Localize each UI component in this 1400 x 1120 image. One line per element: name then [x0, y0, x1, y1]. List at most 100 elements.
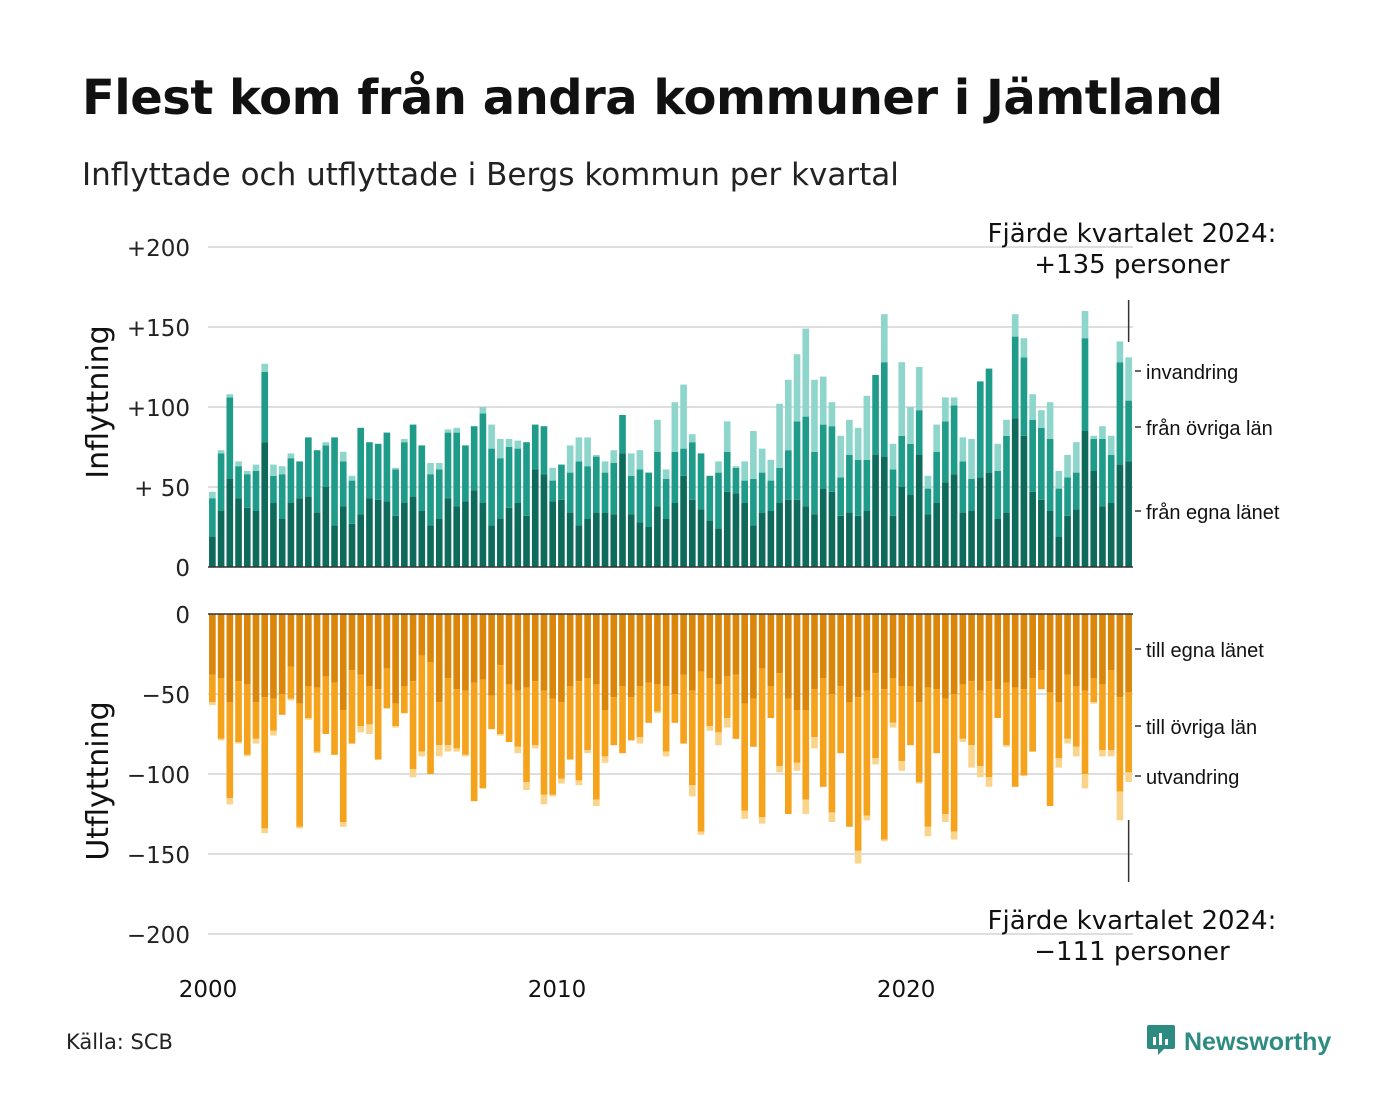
bar-segment: [392, 703, 399, 726]
bar-segment: [689, 785, 696, 797]
bar-segment: [811, 614, 818, 690]
bar-segment: [994, 471, 1002, 519]
bar-segment: [453, 427, 461, 433]
bar-segment: [889, 722, 897, 728]
bar-segment: [348, 614, 356, 670]
bar-segment: [767, 459, 775, 481]
bar-segment: [741, 503, 748, 567]
bar-segment: [531, 424, 539, 470]
bar-segment: [854, 459, 862, 516]
bar-segment: [374, 689, 382, 760]
bar-segment: [575, 780, 583, 786]
bar-segment: [584, 750, 591, 754]
bar-segment: [479, 679, 487, 789]
bar-segment: [217, 614, 225, 678]
newsworthy-logo-icon: [1146, 1023, 1176, 1061]
legend-label: invandring: [1146, 362, 1238, 384]
bar-segment: [435, 702, 443, 746]
bar-segment: [435, 469, 443, 519]
bar-segment: [654, 711, 661, 714]
bar-segment: [654, 684, 661, 712]
bar-segment: [453, 506, 461, 567]
y-tick-label: −100: [127, 763, 190, 789]
legend-label: utvandring: [1146, 767, 1239, 789]
bar-segment: [741, 810, 748, 819]
bar-segment: [348, 523, 356, 567]
bar-segment: [427, 662, 434, 774]
bar-segment: [1046, 692, 1054, 806]
bar-segment: [1055, 536, 1063, 567]
bar-segment: [593, 512, 600, 567]
bar-segment: [1090, 471, 1098, 567]
bar-segment: [662, 686, 670, 752]
legend-label: från egna länet: [1146, 502, 1280, 524]
bar-segment: [558, 778, 565, 784]
bar-segment: [1046, 439, 1054, 511]
bar-segment: [654, 451, 661, 507]
bar-segment: [1072, 509, 1080, 567]
bar-segment: [252, 738, 260, 744]
bar-segment: [575, 614, 583, 682]
bar-segment: [968, 614, 975, 682]
bar-segment: [697, 831, 705, 835]
bar-segment: [444, 429, 452, 433]
bar-segment: [540, 614, 548, 691]
bar-segment: [1003, 614, 1010, 683]
bar-segment: [1020, 338, 1028, 358]
bar-segment: [444, 432, 452, 499]
bar-segment: [915, 614, 923, 702]
bar-segment: [453, 614, 461, 690]
bar-segment: [1125, 400, 1132, 462]
bar-segment: [313, 751, 321, 754]
bar-segment: [1046, 402, 1054, 439]
newsworthy-brand-name: Newsworthy: [1184, 1027, 1332, 1056]
bar-segment: [209, 491, 216, 499]
bar-segment: [880, 689, 888, 840]
bar-segment: [505, 447, 513, 508]
bar-segment: [907, 614, 914, 686]
bar-segment: [313, 512, 321, 567]
bar-segment: [1064, 515, 1071, 567]
bar-segment: [366, 442, 373, 499]
bar-segment: [627, 697, 635, 741]
bar-segment: [217, 450, 225, 454]
bar-segment: [671, 614, 679, 694]
bar-segment: [243, 754, 251, 757]
bar-segment: [322, 445, 330, 487]
y-tick-label: +200: [127, 236, 190, 262]
bar-segment: [776, 614, 783, 674]
bar-segment: [924, 475, 932, 489]
bar-segment: [898, 686, 906, 762]
bar-segment: [278, 519, 286, 567]
bar-segment: [331, 437, 338, 526]
newsworthy-brand[interactable]: Newsworthy: [1146, 1023, 1331, 1061]
bar-segment: [776, 766, 783, 773]
bar-segment: [863, 614, 871, 691]
bar-segment: [758, 472, 766, 513]
bar-segment: [950, 405, 958, 475]
bar-segment: [1011, 614, 1019, 688]
bar-segment: [305, 718, 312, 720]
bar-segment: [985, 368, 993, 473]
bar-segment: [1099, 750, 1106, 757]
bar-segment: [1072, 686, 1080, 747]
bar-segment: [427, 474, 434, 526]
bar-segment: [584, 437, 591, 467]
bar-segment: [959, 512, 967, 567]
y-tick-label: 0: [175, 603, 190, 629]
bar-segment: [1020, 357, 1028, 436]
bar-segment: [636, 737, 644, 744]
bar-segment: [1099, 614, 1106, 685]
bar-segment: [1029, 419, 1036, 492]
bar-segment: [601, 756, 609, 763]
bar-segment: [479, 614, 487, 680]
bar-segment: [828, 491, 836, 567]
bar-segment: [601, 614, 609, 710]
bar-segment: [846, 455, 853, 513]
bar-segment: [331, 525, 338, 567]
bar-segment: [1081, 338, 1089, 431]
bar-segment: [837, 614, 844, 686]
bar-segment: [889, 678, 897, 723]
bar-segment: [1064, 674, 1071, 739]
bar-segment: [462, 501, 469, 567]
